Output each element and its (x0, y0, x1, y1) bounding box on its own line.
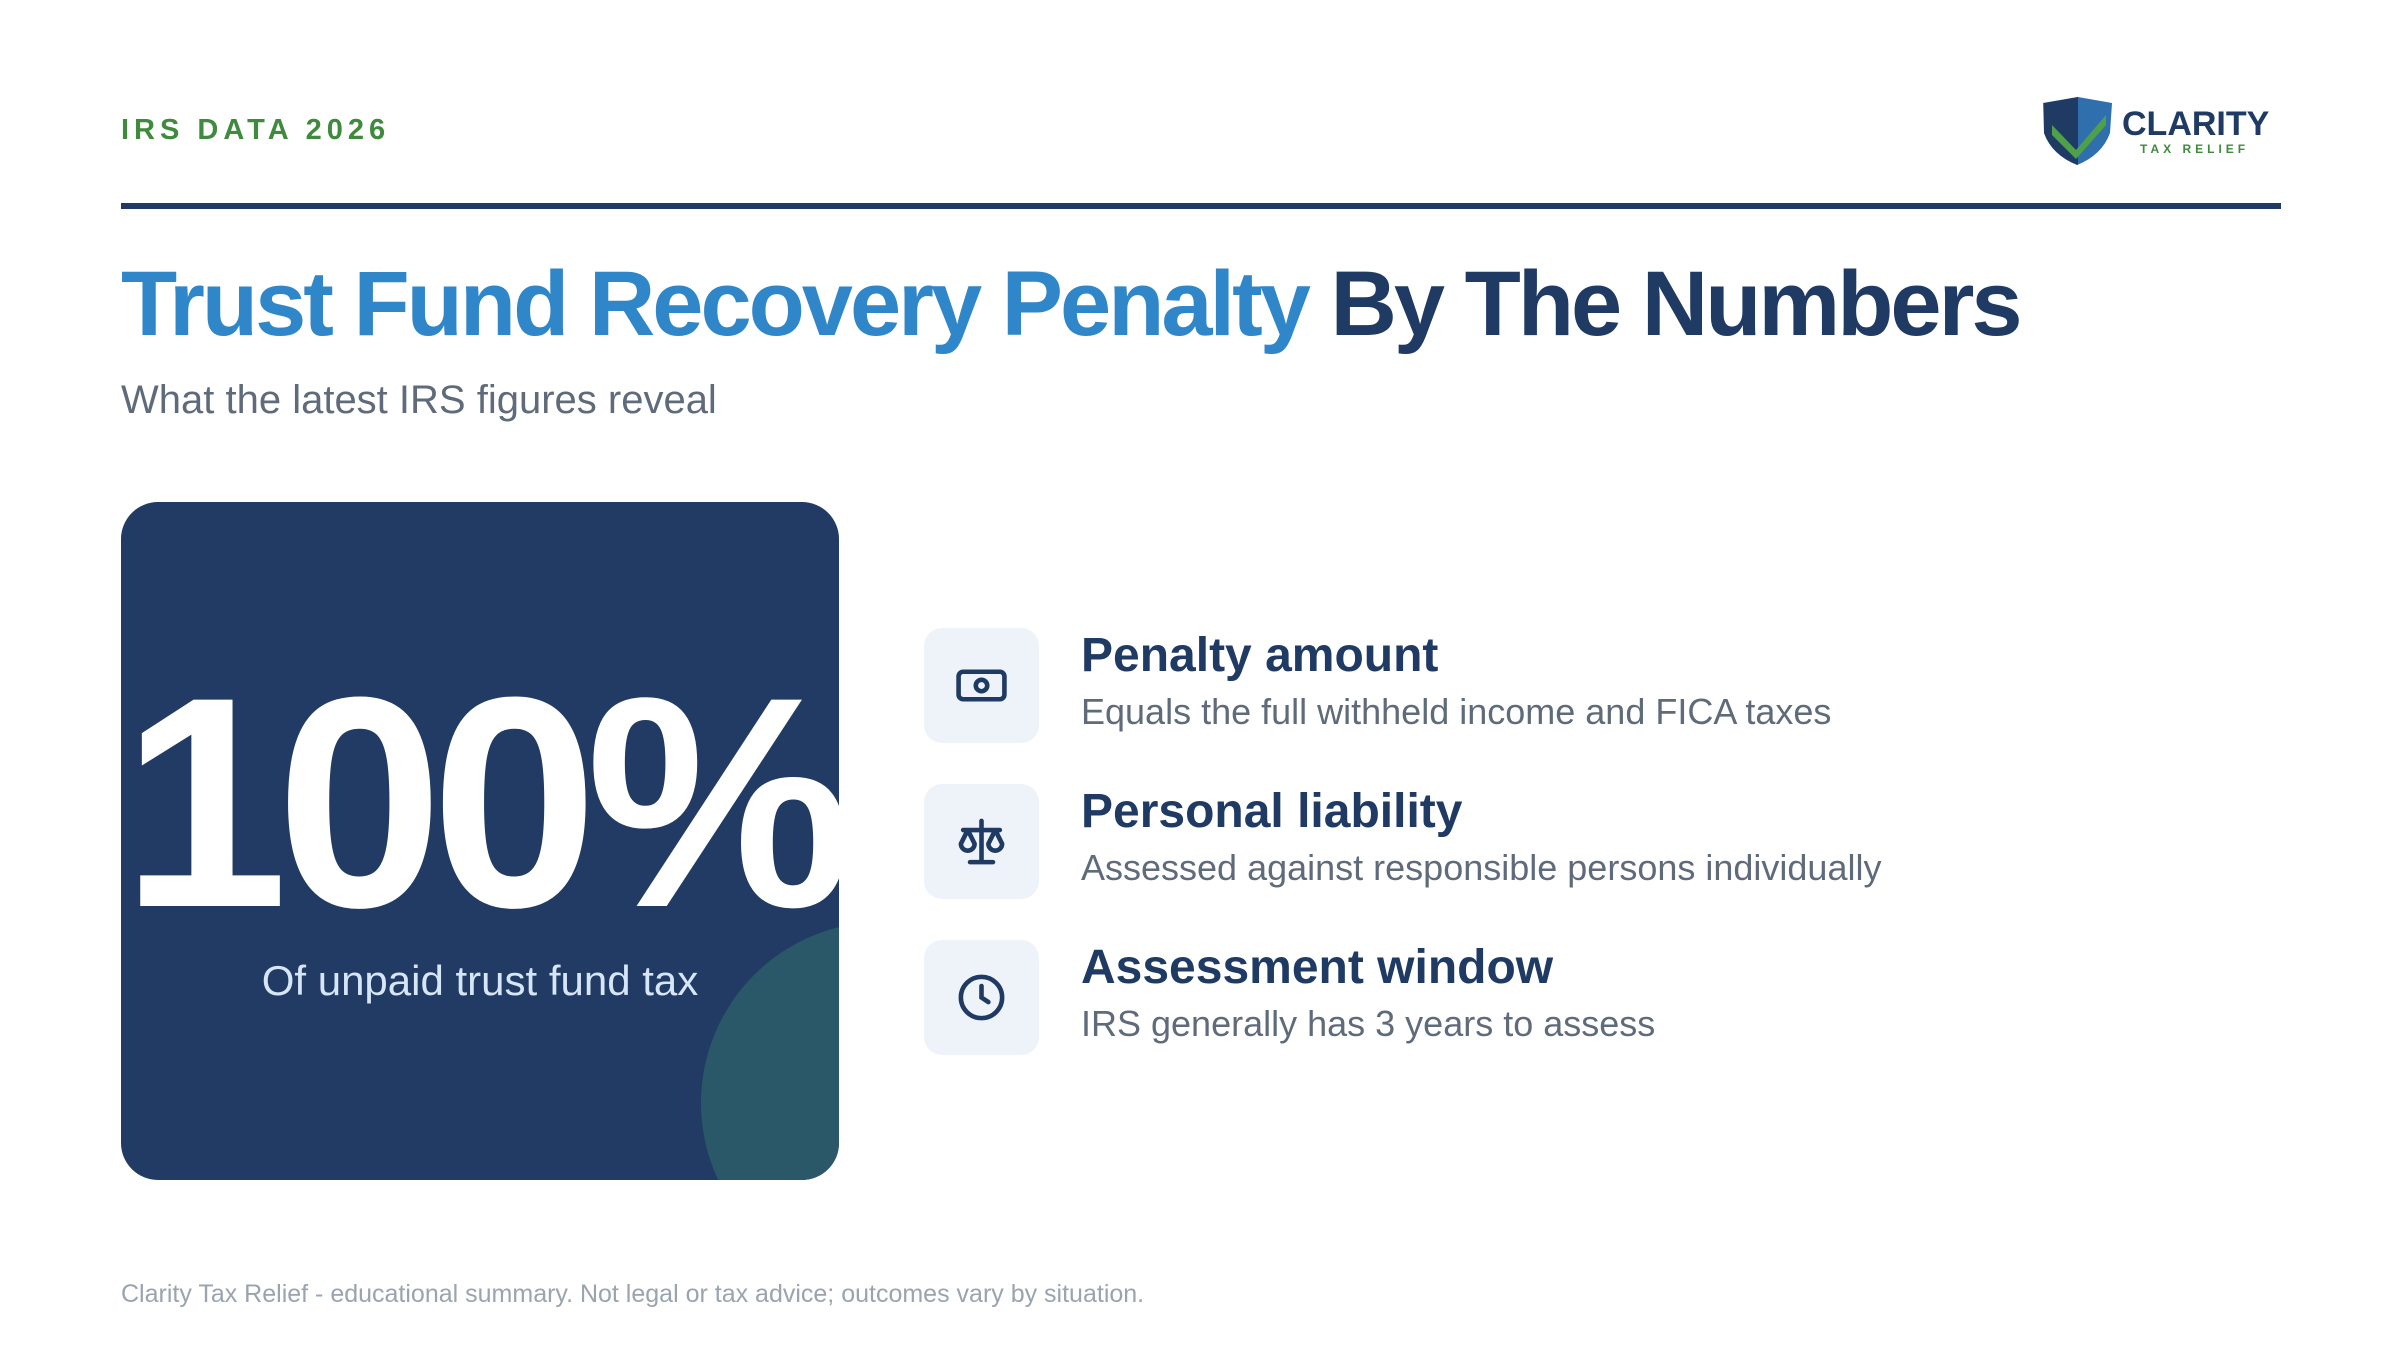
item-description: Assessed against responsible persons ind… (1081, 847, 1882, 888)
item: Assessment window IRS generally has 3 ye… (924, 940, 2224, 1060)
footer: Clarity Tax Relief - educational summary… (121, 1280, 1145, 1308)
item-icon (924, 628, 1039, 743)
item-title: Penalty amount (1081, 629, 1439, 682)
money-icon (956, 669, 1007, 702)
item-icon (924, 940, 1039, 1055)
stat-value: 100% (121, 634, 839, 970)
title-highlight: Trust Fund Recovery Penalty (121, 253, 1311, 355)
logo-name: CLARITY (2122, 105, 2270, 143)
item-description: IRS generally has 3 years to assess (1081, 1003, 1656, 1044)
logo: CLARITY TAX RELIEF (2043, 97, 2270, 165)
item: Penalty amount Equals the full withheld … (924, 628, 2224, 748)
eyebrow: IRS DATA 2026 (121, 114, 391, 146)
item-icon (924, 784, 1039, 899)
item-title: Assessment window (1081, 941, 1554, 994)
logo-tagline: TAX RELIEF (2140, 142, 2249, 156)
subtitle: What the latest IRS figures reveal (121, 378, 717, 422)
divider (121, 203, 2281, 209)
scale-icon (958, 818, 1005, 865)
item-title: Personal liability (1081, 785, 1463, 838)
title-rest: By The Numbers (1330, 253, 2022, 355)
item-description: Equals the full withheld income and FICA… (1081, 691, 1832, 732)
title: Trust Fund Recovery Penalty By The Numbe… (121, 252, 2023, 357)
stat-card: 100% Of unpaid trust fund tax (121, 502, 839, 1180)
clock-icon (958, 974, 1005, 1021)
item: Personal liability Assessed against resp… (924, 784, 2224, 904)
stat-caption: Of unpaid trust fund tax (261, 957, 699, 1004)
logo-check (2052, 115, 2106, 159)
